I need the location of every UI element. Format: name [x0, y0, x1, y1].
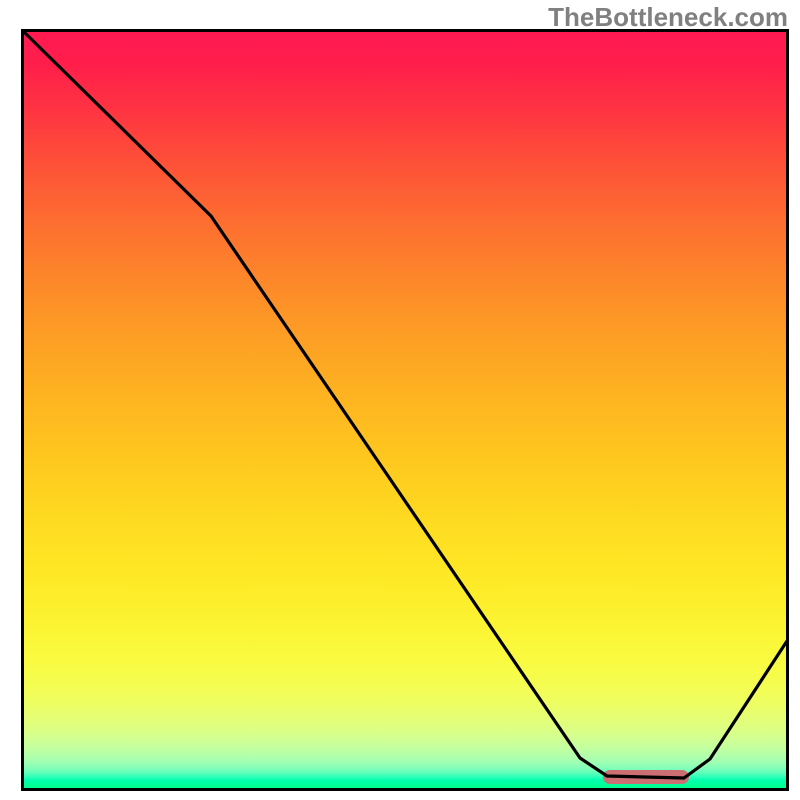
plot-background-gradient: [24, 32, 786, 788]
bottleneck-marker: [603, 770, 689, 784]
watermark-text: TheBottleneck.com: [548, 2, 788, 33]
